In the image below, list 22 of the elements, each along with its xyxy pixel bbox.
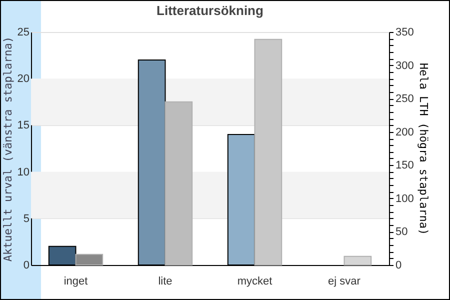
chart-title: Litteratursökning [156,3,264,18]
y2-tick-label: 200 [396,126,414,138]
y2-tick-label: 150 [396,160,414,172]
x-tick-label: inget [64,276,88,288]
y-tick-label: 5 [23,212,30,225]
y-tick-label: 0 [23,260,30,272]
x-tick-label: mycket [237,276,272,288]
y-tick-label: 20 [17,73,30,86]
y2-tick-label: 300 [396,60,414,72]
y2-tick-label: 350 [396,26,414,38]
y2-tick-label: 0 [396,260,402,272]
x-tick-label: lite [158,276,172,288]
y-tick-label: 15 [17,120,30,132]
y-axis-title: Aktuellt urval (vänstra staplarna) [1,36,14,262]
y2-tick-label: 50 [396,226,408,238]
bar [344,256,372,266]
y-tick-label: 25 [17,26,30,38]
y-tick-label: 10 [17,166,30,178]
y2-tick-label: 100 [396,192,414,205]
y2-tick-label: 250 [396,93,414,106]
x-tick-label: ej svar [328,276,361,288]
y2-axis-title: Hela LTH (högra staplarna) [416,62,430,236]
